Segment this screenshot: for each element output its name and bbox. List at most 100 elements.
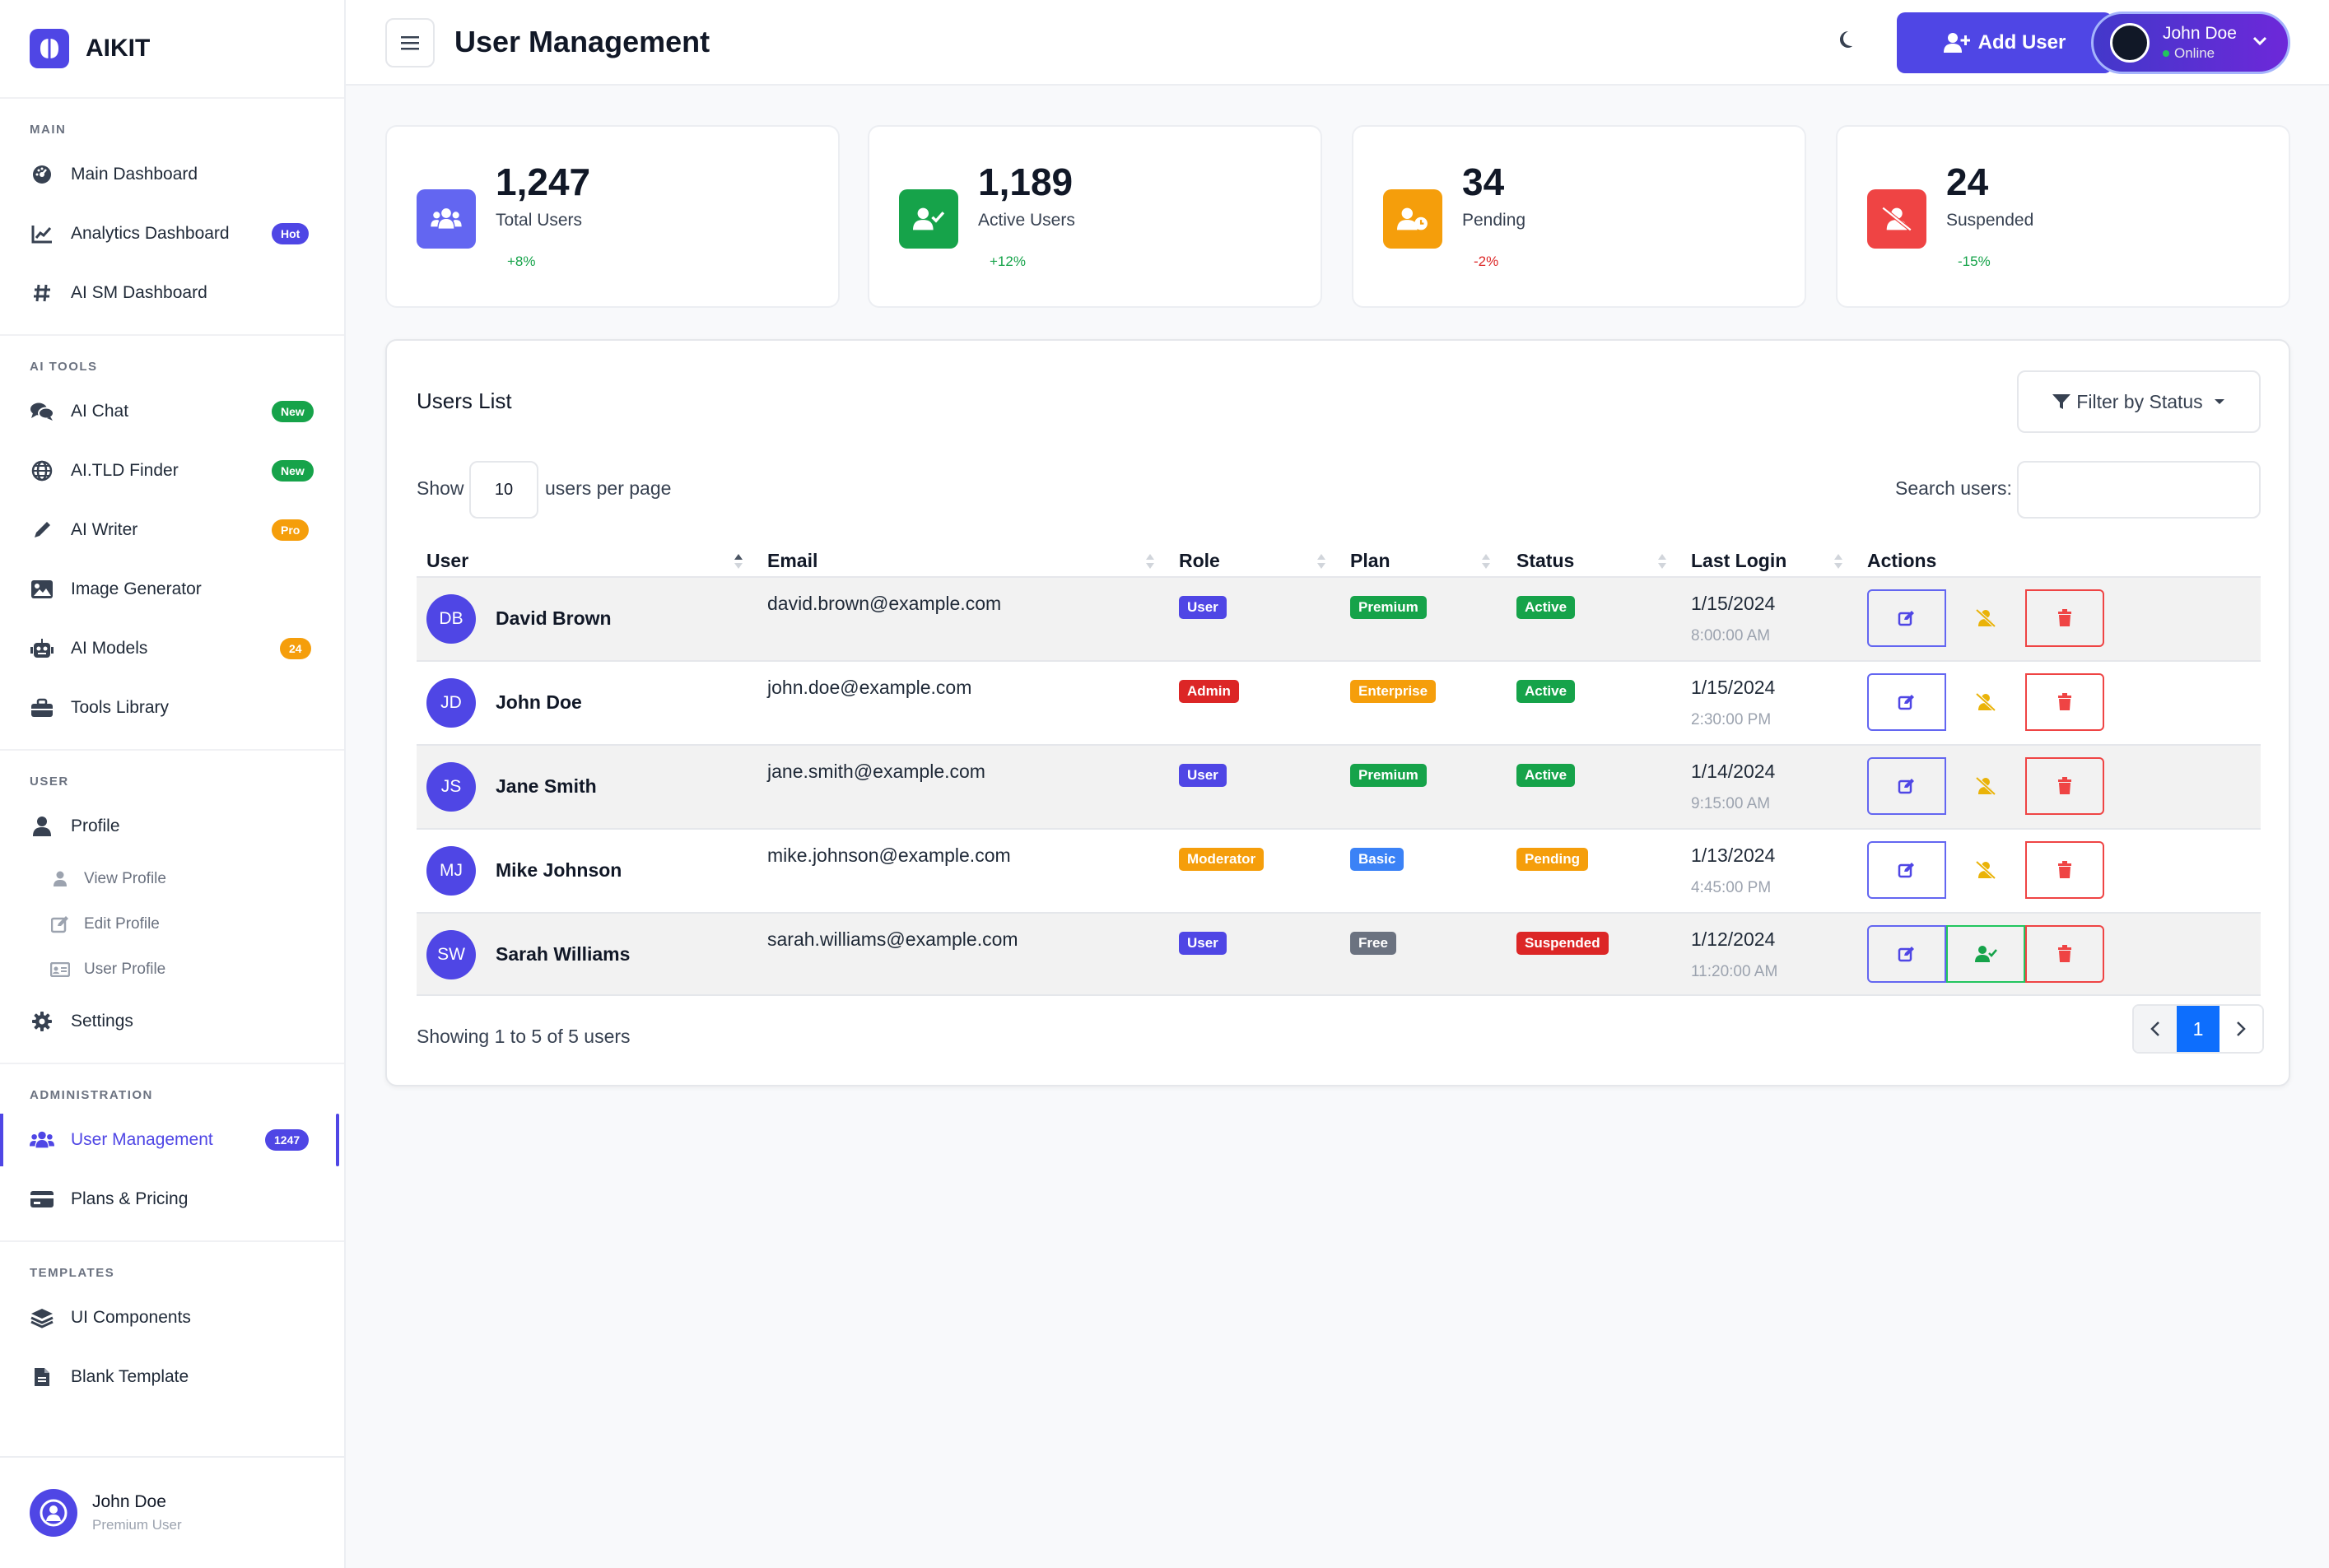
table-row: JS Jane Smith jane.smith@example.com Use… [417, 744, 2261, 828]
sidebar-item-profile[interactable]: Profile [0, 797, 344, 856]
table-header: User Email Role Plan Status Last Login A… [417, 535, 2261, 588]
per-page-input[interactable]: 10 [469, 461, 538, 519]
user-name: David Brown [496, 607, 612, 629]
edit-user-button[interactable] [1867, 589, 1946, 647]
sidebar-item-label: AI Models [71, 639, 148, 658]
activate-user-button[interactable] [1946, 925, 2025, 983]
page-button-1[interactable]: 1 [2177, 1006, 2220, 1052]
role-badge: User [1179, 764, 1227, 787]
sidebar-item-label: AI Chat [71, 402, 129, 421]
sidebar-item-blank-template[interactable]: Blank Template [0, 1347, 344, 1407]
sidebar-item-label: Tools Library [71, 698, 170, 717]
search-label: Search users: [1895, 477, 2012, 499]
sidebar-item-label: Image Generator [71, 579, 202, 598]
stat-card-total-users: 1,247 Total Users +8% [385, 125, 840, 308]
filter-icon [2052, 394, 2071, 409]
search-input[interactable] [2017, 461, 2261, 519]
gauge-icon [30, 162, 54, 187]
user-check-icon [899, 189, 958, 249]
moon-icon [1840, 31, 1852, 48]
user-slash-icon [1975, 776, 1996, 796]
role-badge: User [1179, 596, 1227, 619]
hamburger-icon [401, 36, 419, 50]
filter-by-status-button[interactable]: Filter by Status [2017, 370, 2261, 433]
suspend-user-button[interactable] [1946, 841, 2025, 899]
section-title: TEMPLATES [30, 1266, 115, 1280]
sidebar-item-user-management[interactable]: User Management 1247 [0, 1110, 344, 1170]
gear-icon [30, 1009, 54, 1034]
sidebar-item-ai-models[interactable]: AI Models 24 [0, 619, 344, 678]
dark-mode-toggle[interactable] [1834, 28, 1857, 55]
brand[interactable]: AIKIT [0, 0, 344, 99]
trash-icon [2058, 693, 2071, 710]
brand-name: AIKIT [86, 35, 151, 62]
chevron-down-icon [2252, 36, 2267, 46]
sidebar-item-settings[interactable]: Settings [0, 992, 344, 1051]
next-page-button[interactable] [2220, 1006, 2262, 1052]
table-row: MJ Mike Johnson mike.johnson@example.com… [417, 828, 2261, 912]
sidebar-item-ai-tld-finder[interactable]: AI.TLD Finder New [0, 441, 344, 500]
sidebar-item-label: Profile [71, 817, 120, 835]
user-status-label: Online [2174, 45, 2215, 61]
delete-user-button[interactable] [2025, 925, 2104, 983]
sidebar-item-ai-chat[interactable]: AI Chat New [0, 382, 344, 441]
sidebar-item-ui-components[interactable]: UI Components [0, 1288, 344, 1347]
sidebar-subitem-label: Edit Profile [84, 914, 160, 933]
sidebar-section-ai-tools: AI TOOLS AI Chat New AI.TLD Finder New A… [0, 336, 344, 751]
section-title: MAIN [30, 123, 67, 137]
file-icon [30, 1365, 54, 1389]
sort-icon [1834, 554, 1842, 569]
sidebar-user-footer[interactable]: John Doe Premium User [0, 1456, 344, 1568]
users-icon [417, 189, 476, 249]
column-header-email[interactable]: Email [767, 550, 818, 571]
sidebar-section-administration: ADMINISTRATION User Management 1247 Plan… [0, 1064, 344, 1242]
edit-user-button[interactable] [1867, 757, 1946, 815]
brand-logo-icon [30, 29, 69, 68]
sidebar-item-tools-library[interactable]: Tools Library [0, 678, 344, 737]
delete-user-button[interactable] [2025, 589, 2104, 647]
sidebar-item-label: Settings [71, 1012, 133, 1031]
last-login-time: 2:30:00 PM [1691, 711, 1772, 728]
sidebar-item-main-dashboard[interactable]: Main Dashboard [0, 145, 344, 204]
sidebar-item-ai-writer[interactable]: AI Writer Pro [0, 500, 344, 560]
edit-user-button[interactable] [1867, 841, 1946, 899]
column-header-user[interactable]: User [426, 550, 469, 571]
menu-toggle-button[interactable] [385, 18, 435, 67]
edit-user-button[interactable] [1867, 925, 1946, 983]
avatar: SW [426, 930, 476, 979]
pen-icon [30, 518, 54, 542]
column-header-last-login[interactable]: Last Login [1691, 550, 1787, 571]
column-header-status[interactable]: Status [1516, 550, 1575, 571]
delete-user-button[interactable] [2025, 841, 2104, 899]
user-plus-icon [1943, 33, 1970, 53]
sidebar-subitem-edit-profile[interactable]: Edit Profile [0, 901, 344, 947]
prev-page-button[interactable] [2134, 1006, 2177, 1052]
edit-user-button[interactable] [1867, 673, 1946, 731]
sidebar-subitem-view-profile[interactable]: View Profile [0, 856, 344, 901]
suspend-user-button[interactable] [1946, 757, 2025, 815]
delete-user-button[interactable] [2025, 673, 2104, 731]
sidebar-subitem-user-profile[interactable]: User Profile [0, 947, 344, 992]
user-menu-button[interactable]: John Doe Online [2091, 12, 2290, 74]
add-user-button[interactable]: Add User [1897, 12, 2112, 73]
suspend-user-button[interactable] [1946, 673, 2025, 731]
sidebar-section-user: USER Profile View Profile Edit Profile U… [0, 751, 344, 1064]
stat-value: 34 [1462, 161, 1505, 203]
plan-badge: Basic [1350, 848, 1404, 871]
column-header-role[interactable]: Role [1179, 550, 1220, 571]
status-badge: Active [1516, 596, 1576, 619]
show-label: Show [417, 477, 464, 499]
user-email: mike.johnson@example.com [767, 844, 1011, 866]
sidebar-item-analytics-dashboard[interactable]: Analytics Dashboard Hot [0, 204, 344, 263]
sort-asc-icon [734, 554, 743, 569]
column-header-plan[interactable]: Plan [1350, 550, 1390, 571]
sidebar-item-label: Blank Template [71, 1367, 189, 1386]
delete-user-button[interactable] [2025, 757, 2104, 815]
stat-value: 24 [1946, 161, 1989, 203]
sidebar-item-ai-sm-dashboard[interactable]: AI SM Dashboard [0, 263, 344, 323]
robot-icon [30, 636, 54, 661]
sidebar-item-plans-pricing[interactable]: Plans & Pricing [0, 1170, 344, 1229]
sidebar-item-label: AI.TLD Finder [71, 461, 179, 480]
suspend-user-button[interactable] [1946, 589, 2025, 647]
sidebar-item-image-generator[interactable]: Image Generator [0, 560, 344, 619]
